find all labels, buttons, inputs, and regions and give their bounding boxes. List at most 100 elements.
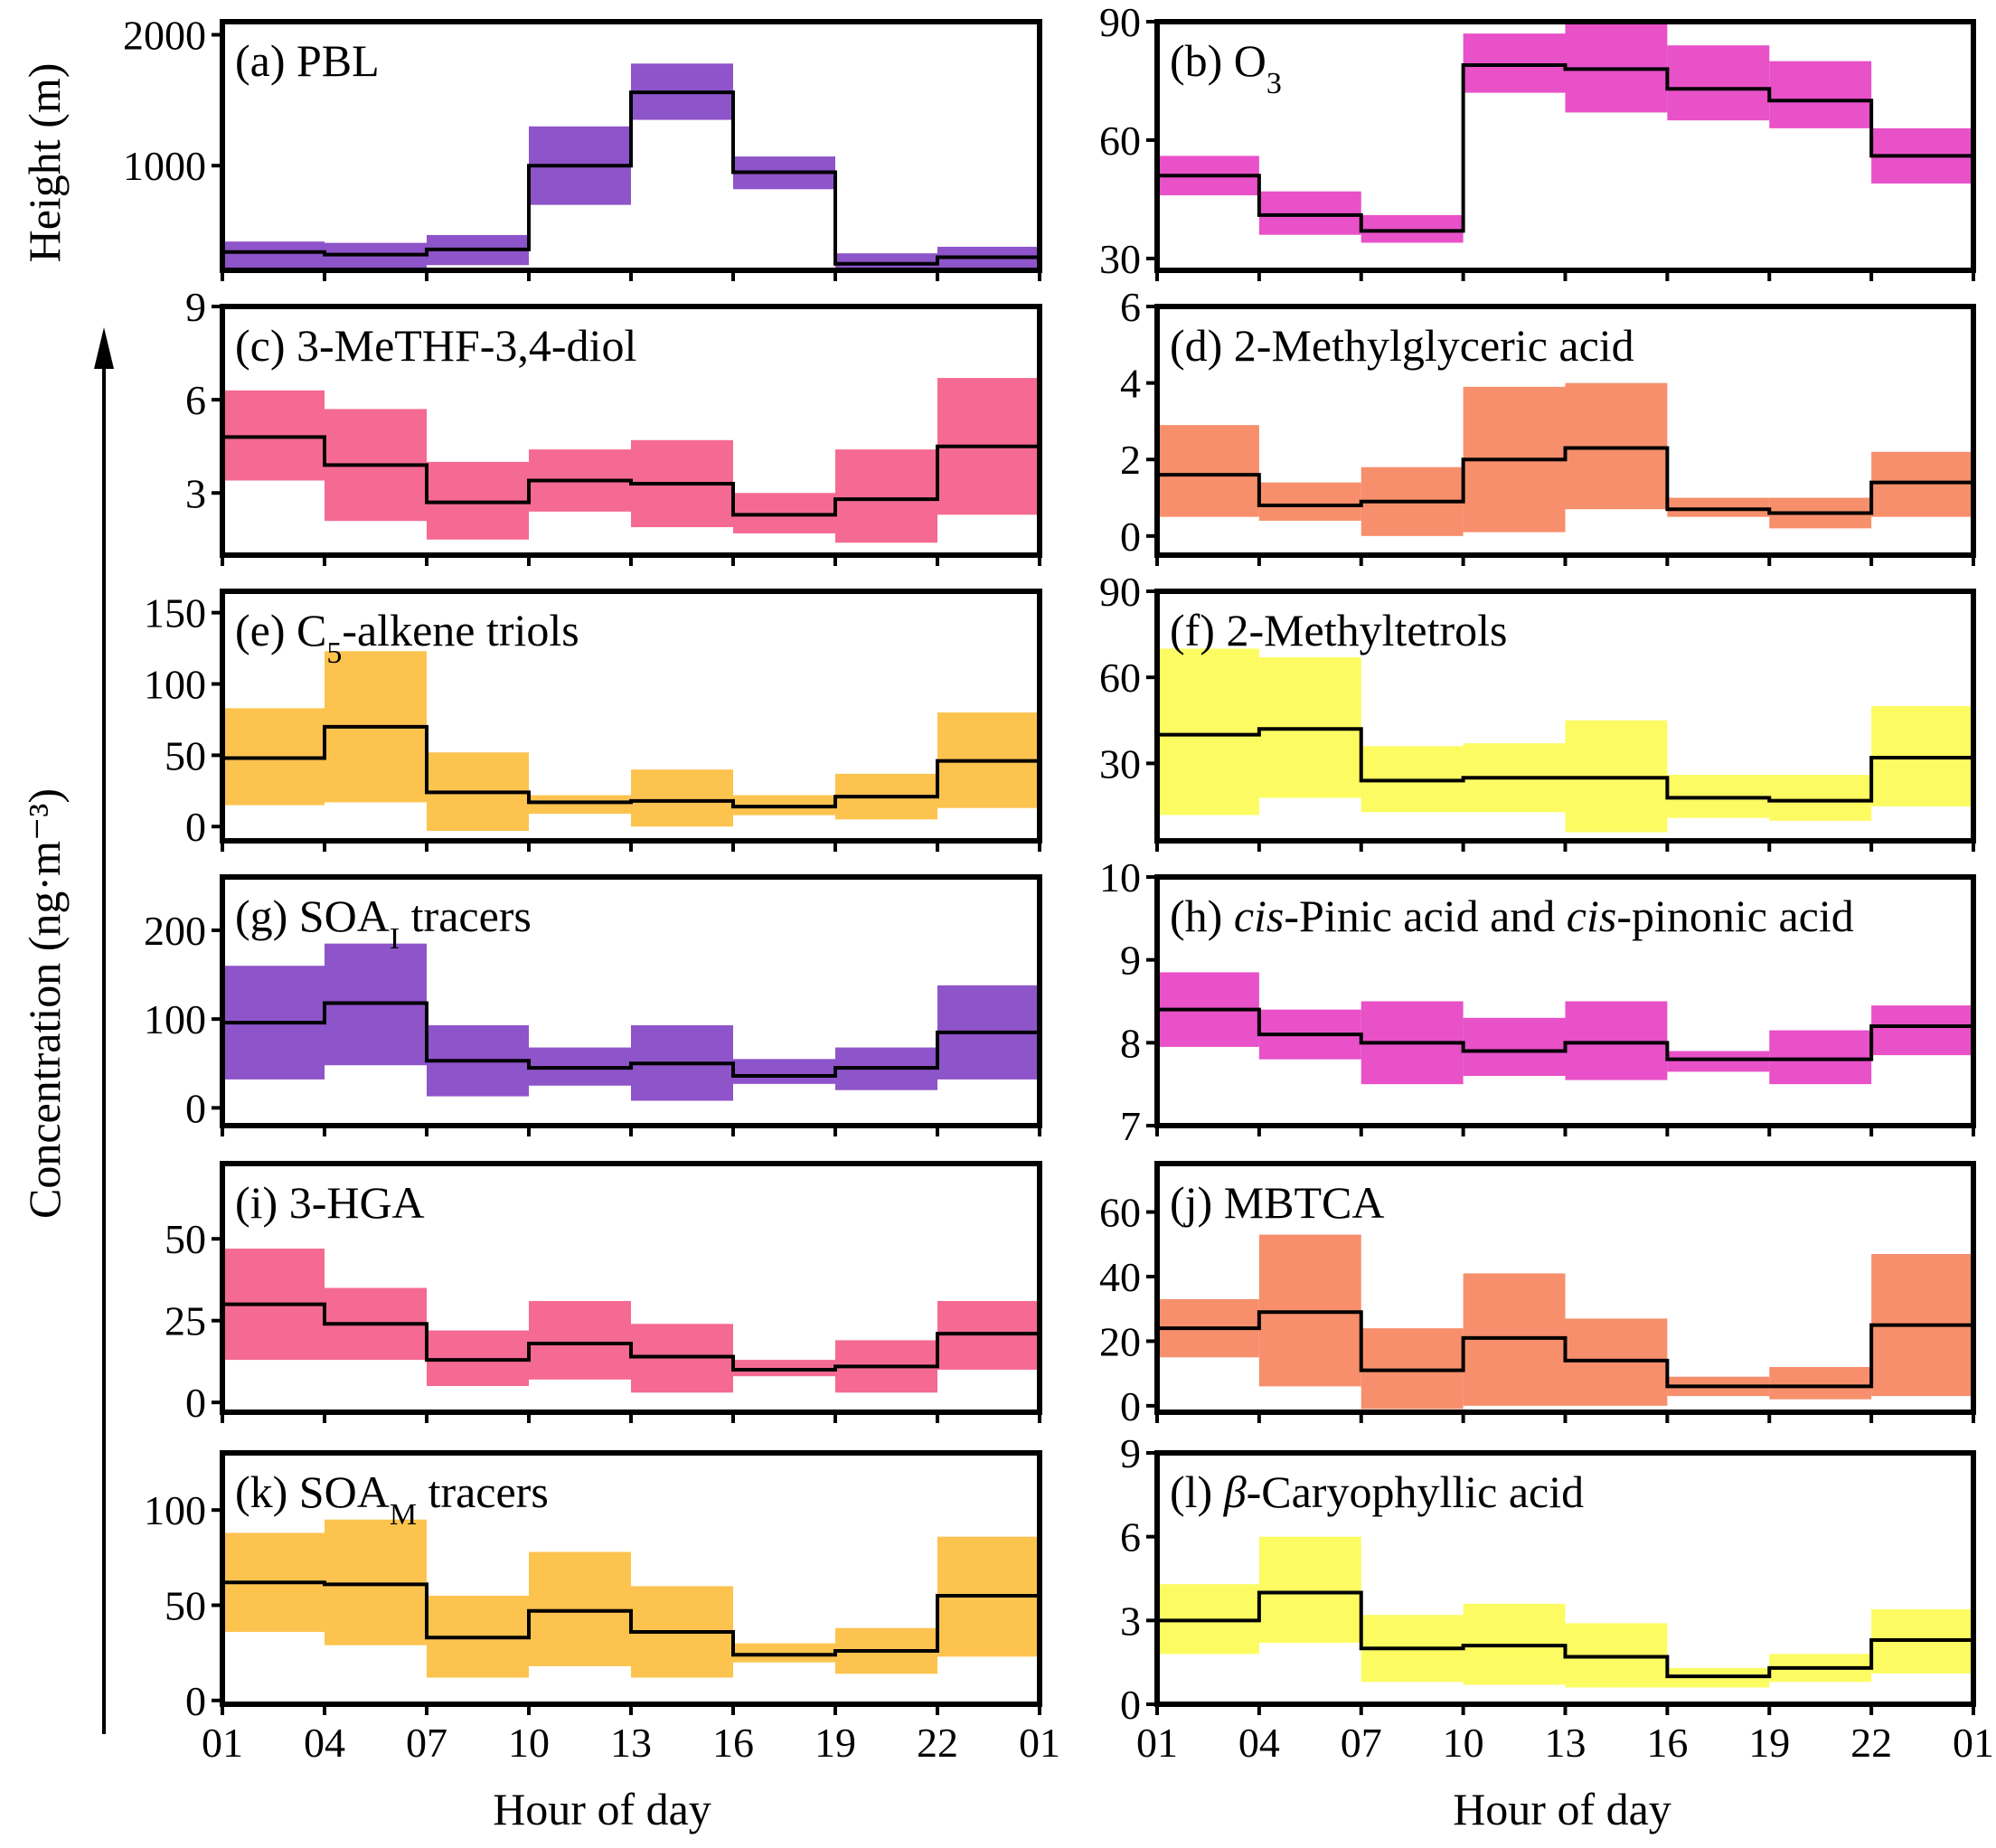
median-line-j <box>1157 1310 1973 1389</box>
median-line-e <box>222 724 1040 809</box>
y-tick-label-b: 90 <box>1099 0 1141 45</box>
x-tick-label: 19 <box>814 1720 856 1766</box>
range-band-h-6 <box>1769 1030 1872 1085</box>
y-tick-label-e: 150 <box>144 590 206 636</box>
y-tick-label-f: 60 <box>1099 655 1141 701</box>
y-tick-label-e: 50 <box>165 732 206 778</box>
y-tick-label-d: 2 <box>1120 437 1141 483</box>
x-tick-label: 10 <box>1443 1720 1484 1766</box>
x-axis-title-right: Hour of day <box>1453 1784 1671 1834</box>
x-tick-label: 13 <box>1545 1720 1586 1766</box>
panel-h: 7 8 9 10 (h) cis-Pinic acid and cis-pinonic … <box>1099 854 1976 1149</box>
range-band-d-5 <box>1667 497 1770 517</box>
y-tick-label-b: 60 <box>1099 118 1141 164</box>
median-line-f <box>1157 727 1973 803</box>
range-band-k-3 <box>529 1551 631 1666</box>
y-tick-label-j: 40 <box>1099 1254 1141 1300</box>
range-band-d-4 <box>1565 382 1668 510</box>
x-tick-label: 04 <box>1238 1720 1280 1766</box>
range-band-b-3 <box>1463 33 1566 93</box>
panel-label-k: (k) SOAM tracers <box>235 1466 549 1532</box>
range-band-a-0 <box>222 241 325 269</box>
panel-i: 0 25 50 (i) 3-HGA <box>165 1161 1042 1426</box>
panel-d: 0 2 4 6 (d) 2-Methylglyceric acid <box>1120 284 1976 566</box>
range-band-b-1 <box>1258 191 1361 235</box>
y-tick-label-k: 50 <box>165 1582 206 1628</box>
range-band-h-4 <box>1565 1001 1668 1080</box>
range-band-l-1 <box>1258 1536 1361 1644</box>
y-tick-label-c: 6 <box>185 377 206 423</box>
x-tick-label: 16 <box>1646 1720 1688 1766</box>
y-tick-label-g: 200 <box>144 908 206 954</box>
x-tick-label: 07 <box>1341 1720 1382 1766</box>
x-tick-label: 07 <box>406 1720 447 1766</box>
concentration-y-axis-title: Concentration (ng·m⁻³) <box>19 788 70 1219</box>
median-line-d <box>1157 446 1973 515</box>
y-tick-label-f: 30 <box>1099 740 1141 787</box>
x-tick-label: 19 <box>1748 1720 1790 1766</box>
pbl-y-axis-title: Height (m) <box>19 63 70 263</box>
panel-label-i: (i) 3-HGA <box>235 1177 425 1228</box>
y-tick-label-l: 0 <box>1120 1682 1141 1728</box>
y-tick-label-j: 0 <box>1120 1383 1141 1429</box>
y-tick-label-a: 1000 <box>123 143 206 189</box>
y-tick-label-k: 0 <box>185 1678 206 1724</box>
concentration-arrow-head <box>94 327 114 369</box>
x-tick-label: 01 <box>202 1720 243 1766</box>
range-band-k-1 <box>325 1519 427 1645</box>
x-tick-label: 10 <box>508 1720 550 1766</box>
median-line-g <box>222 1001 1040 1078</box>
y-tick-label-d: 0 <box>1120 514 1141 560</box>
x-tick-label: 22 <box>917 1720 958 1766</box>
panel-b: 30 60 90 (b) O3 <box>1099 0 1976 282</box>
x-tick-label: 04 <box>304 1720 345 1766</box>
panel-label-b: (b) O3 <box>1170 35 1282 100</box>
range-band-b-4 <box>1565 22 1668 113</box>
x-tick-label: 01 <box>1953 1720 1994 1766</box>
median-line-a <box>222 90 1040 266</box>
range-band-b-2 <box>1360 214 1464 243</box>
y-tick-label-j: 20 <box>1099 1318 1141 1364</box>
median-line-c <box>222 435 1040 517</box>
range-band-b-6 <box>1769 61 1872 128</box>
y-tick-label-i: 0 <box>185 1380 206 1426</box>
panel-k: 0 50 100 01 04 07 10 13 16 19 22 01 (k) SOAM tracers <box>144 1450 1060 1766</box>
y-tick-label-h: 10 <box>1099 854 1141 900</box>
range-band-e-4 <box>631 769 733 827</box>
median-line-b <box>1157 63 1973 233</box>
panel-label-a: (a) PBL <box>235 35 380 86</box>
panel-j: 0 20 40 60 (j) MBTCA <box>1099 1161 1976 1429</box>
y-tick-label-c: 9 <box>185 284 206 330</box>
range-band-g-5 <box>733 1059 835 1084</box>
y-tick-label-k: 100 <box>144 1487 206 1533</box>
range-band-k-5 <box>733 1643 835 1663</box>
range-band-b-5 <box>1667 45 1770 121</box>
median-line-k <box>222 1580 1040 1657</box>
y-tick-label-g: 100 <box>144 996 206 1042</box>
panel-label-j: (j) MBTCA <box>1170 1177 1385 1228</box>
y-tick-label-g: 0 <box>185 1085 206 1131</box>
range-band-d-0 <box>1157 425 1259 517</box>
y-tick-label-h: 8 <box>1120 1020 1141 1066</box>
y-tick-label-l: 6 <box>1120 1514 1141 1560</box>
range-band-a-6 <box>835 253 937 270</box>
range-band-h-5 <box>1667 1051 1770 1072</box>
y-tick-label-j: 60 <box>1099 1190 1141 1236</box>
y-tick-label-h: 7 <box>1120 1103 1141 1149</box>
panel-a: 1000 2000 (a) PBL <box>123 12 1042 281</box>
y-tick-label-d: 6 <box>1120 284 1141 330</box>
x-tick-label: 22 <box>1850 1720 1892 1766</box>
range-band-h-7 <box>1871 1005 1973 1056</box>
range-band-f-0 <box>1157 648 1259 816</box>
panel-l: 0 3 6 9 01 04 07 10 13 16 19 22 01 (l) β-Caryophyllic… <box>1120 1430 1994 1766</box>
range-band-c-6 <box>835 449 937 543</box>
panel-label-f: (f) 2-Methyltetrols <box>1170 605 1508 655</box>
y-tick-label-d: 4 <box>1120 361 1141 407</box>
panel-label-h: (h) cis-Pinic acid and cis-pinonic acid <box>1170 891 1854 941</box>
y-tick-label-l: 3 <box>1120 1598 1141 1644</box>
y-tick-label-a: 2000 <box>123 12 206 58</box>
